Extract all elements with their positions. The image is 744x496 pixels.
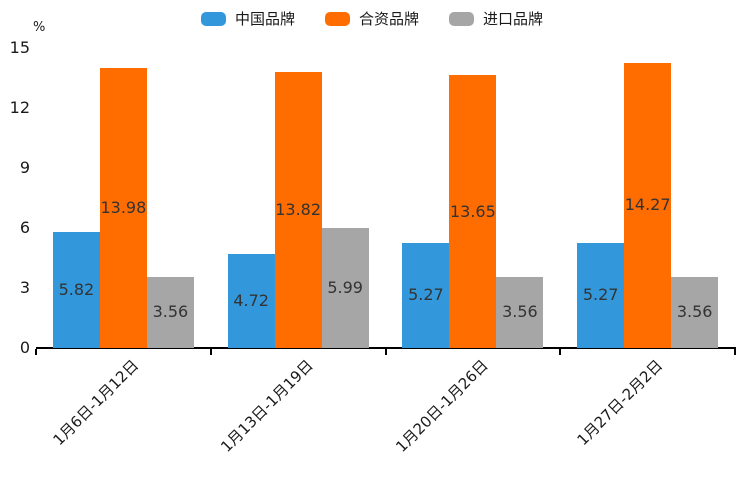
bar: 13.98: [99, 68, 147, 348]
x-axis-tick: [734, 349, 736, 355]
y-tick-label: 15: [9, 38, 30, 57]
bar: 14.27: [624, 62, 672, 348]
bar-value-label: 13.98: [100, 198, 147, 218]
x-tick-label: 1月6日-1月12日: [49, 356, 143, 450]
bar: 3.56: [671, 276, 719, 348]
legend-marker: [449, 11, 474, 26]
bar: 13.82: [274, 71, 322, 348]
legend-item: 进口品牌: [449, 8, 543, 29]
bar: 5.27: [577, 242, 625, 348]
x-axis-line: [36, 347, 736, 349]
bar: 4.72: [227, 253, 275, 348]
bar: 3.56: [146, 276, 194, 348]
y-tick-label: 6: [19, 218, 30, 237]
bar: 5.99: [321, 228, 369, 348]
bar-value-label: 5.27: [582, 285, 619, 305]
bar: 13.65: [449, 75, 497, 348]
bar-value-label: 5.99: [327, 278, 363, 298]
chart-legend: 中国品牌 合资品牌 进口品牌: [0, 8, 744, 29]
y-tick-label: 3: [19, 278, 30, 297]
legend-marker: [324, 11, 350, 26]
x-tick-label: 1月27日-2月2日: [573, 356, 667, 450]
y-axis-unit-label: %: [33, 20, 46, 35]
bar: 5.27: [402, 242, 450, 348]
legend-item: 中国品牌: [200, 8, 295, 29]
legend-label: 中国品牌: [234, 10, 295, 28]
bar-value-label: 5.82: [58, 279, 95, 299]
x-axis-tick: [384, 349, 387, 355]
bar: 3.56: [496, 276, 544, 348]
y-tick-label: 9: [19, 158, 30, 177]
x-tick-label: 1月20日-1月26日: [392, 356, 492, 456]
bar-value-label: 4.72: [233, 290, 269, 310]
legend-label: 进口品牌: [483, 10, 544, 28]
x-axis-tick: [559, 349, 562, 355]
x-axis-tick: [209, 349, 212, 355]
bar: 5.82: [52, 231, 100, 348]
bar-value-label: 5.27: [408, 285, 444, 305]
x-tick-label: 1月13日-1月19日: [217, 356, 318, 456]
x-axis-tick: [35, 349, 37, 355]
legend-label: 合资品牌: [358, 10, 419, 28]
legend-item: 合资品牌: [324, 8, 419, 29]
legend-marker: [200, 11, 226, 26]
y-tick-label: 0: [19, 338, 30, 357]
bar-value-label: 3.56: [152, 302, 189, 322]
y-tick-label: 12: [9, 98, 30, 117]
bar-value-label: 3.56: [502, 302, 538, 322]
bar-value-label: 13.82: [275, 199, 322, 219]
bar-value-label: 3.56: [676, 302, 713, 322]
bar-value-label: 14.27: [624, 195, 671, 215]
bar-value-label: 13.65: [449, 201, 496, 221]
